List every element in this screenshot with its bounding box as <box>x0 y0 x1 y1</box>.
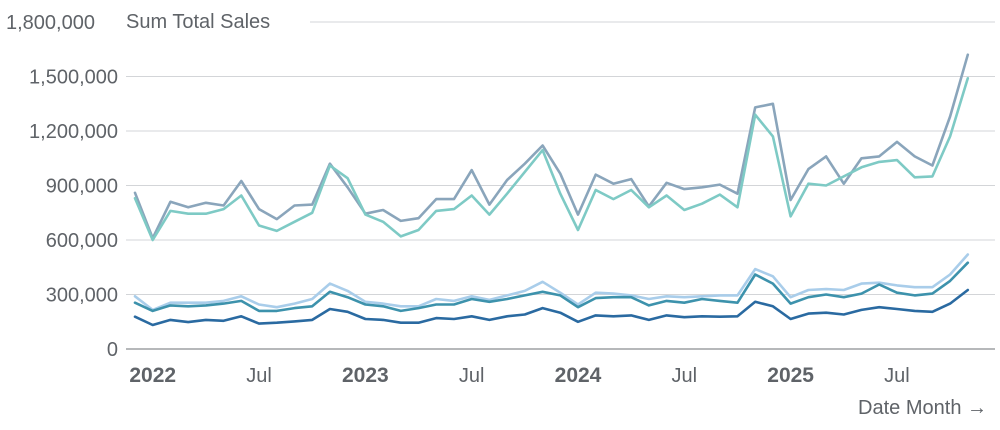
x-axis-tick-labels: 2022 Jul 2023 Jul 2024 Jul 2025 Jul <box>129 364 909 387</box>
series-line-4 <box>133 261 970 313</box>
x-tick-label: Jul <box>672 365 698 387</box>
y-tick-label: 1,200,000 <box>29 121 118 143</box>
y-tick-label: 300,000 <box>46 285 118 307</box>
x-tick-label: 2024 <box>555 364 602 387</box>
y-axis-title: Sum Total Sales <box>126 11 270 33</box>
x-tick-label: 2025 <box>767 364 814 387</box>
series-line-1 <box>133 53 970 240</box>
y-tick-label: 600,000 <box>46 230 118 252</box>
y-tick-label: 1,800,000 <box>6 12 95 34</box>
y-tick-label: 900,000 <box>46 176 118 198</box>
series-lines <box>133 53 970 327</box>
y-axis-tick-labels: 0 300,000 600,000 900,000 1,200,000 1,500,000… <box>6 12 118 361</box>
x-tick-label: 2022 <box>129 364 176 387</box>
series-line-2 <box>133 77 970 242</box>
y-tick-label: 1,500,000 <box>29 67 118 89</box>
x-tick-label: Jul <box>246 365 272 387</box>
x-axis-title: Date Month → <box>858 397 987 419</box>
x-tick-label: Jul <box>884 365 910 387</box>
gridlines <box>126 21 995 350</box>
x-tick-label: 2023 <box>342 364 389 387</box>
y-tick-label: 0 <box>107 339 118 361</box>
series-line-3 <box>133 253 970 312</box>
series-line-5 <box>133 288 970 327</box>
x-tick-label: Jul <box>459 365 485 387</box>
